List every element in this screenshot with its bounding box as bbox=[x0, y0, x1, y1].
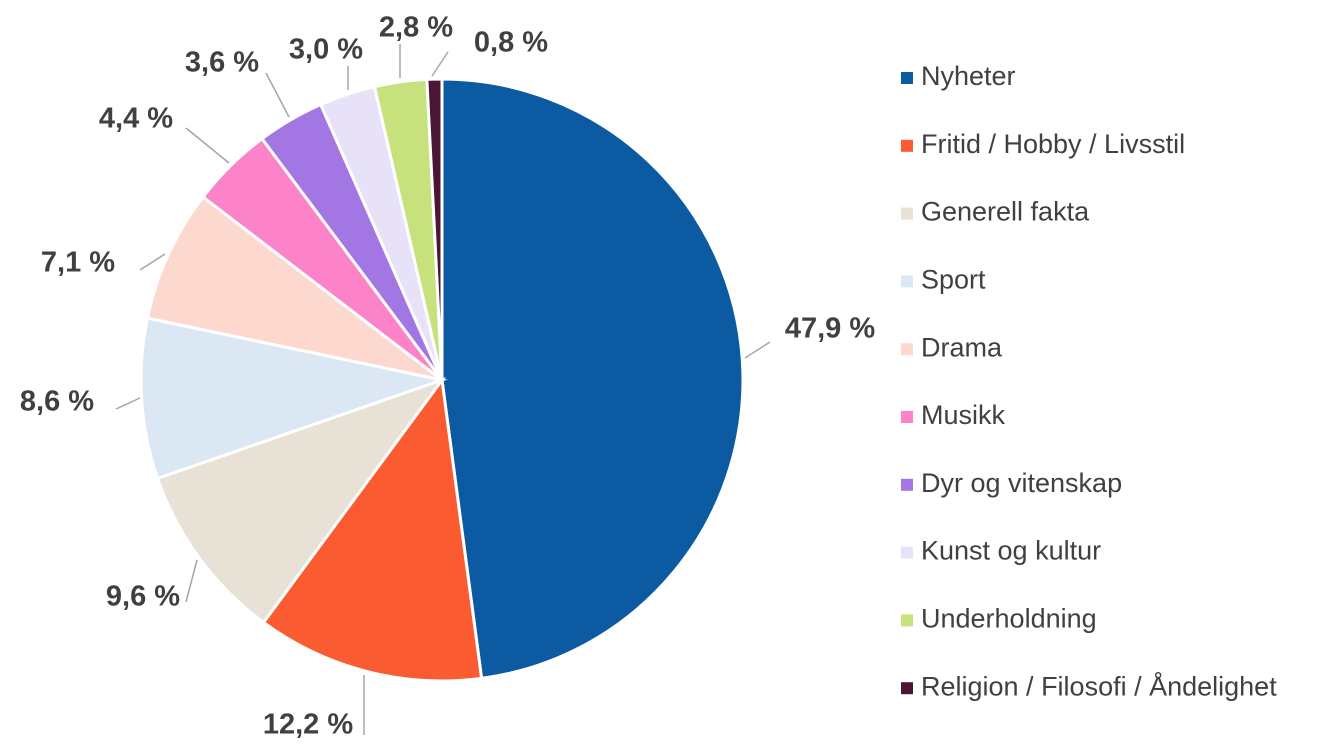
legend-label-3: Generell fakta bbox=[921, 197, 1090, 227]
data-label-6: 4,4 % bbox=[99, 103, 173, 135]
legend-swatch-4 bbox=[901, 275, 913, 288]
data-labels: 47,9 % 12,2 % 9,6 % 8,6 % 7,1 % 4,4 % 3,6 % 3,0… bbox=[20, 12, 875, 741]
data-label-4: 8,6 % bbox=[20, 386, 94, 418]
legend-swatch-7 bbox=[901, 478, 913, 491]
legend-label-8: Kunst og kultur bbox=[921, 536, 1101, 566]
legend-label-2: Fritid / Hobby / Livsstil bbox=[921, 129, 1185, 159]
legend-swatch-10 bbox=[901, 682, 913, 695]
data-label-3: 9,6 % bbox=[106, 581, 180, 613]
pie-slices bbox=[139, 77, 745, 683]
legend: Nyheter Fritid / Hobby / Livsstil Generell… bbox=[901, 61, 1277, 701]
leader-line-3 bbox=[185, 559, 198, 603]
pie-slice-1 bbox=[440, 77, 745, 681]
legend-swatch-2 bbox=[901, 139, 913, 152]
data-label-2: 12,2 % bbox=[263, 709, 353, 741]
legend-label-9: Underholdning bbox=[921, 604, 1097, 634]
legend-swatch-6 bbox=[901, 411, 913, 423]
legend-swatch-9 bbox=[901, 614, 913, 627]
legend-label-1: Nyheter bbox=[921, 61, 1016, 91]
data-label-7: 3,6 % bbox=[185, 47, 259, 79]
data-label-5: 7,1 % bbox=[41, 247, 115, 279]
leader-line-4 bbox=[115, 397, 141, 410]
pie-slice-2 bbox=[261, 376, 484, 683]
leader-line-6 bbox=[185, 127, 230, 164]
legend-swatch-3 bbox=[901, 207, 913, 220]
pie-slice-4 bbox=[139, 316, 448, 481]
pie-slice-3 bbox=[155, 377, 447, 625]
data-label-9: 2,8 % bbox=[379, 12, 453, 44]
leader-line-7 bbox=[265, 72, 290, 118]
data-label-8: 3,0 % bbox=[289, 34, 363, 66]
data-label-1: 47,9 % bbox=[785, 313, 875, 345]
pie-slice-10 bbox=[425, 77, 444, 381]
legend-label-5: Drama bbox=[921, 332, 1003, 362]
legend-swatch-1 bbox=[901, 72, 913, 84]
legend-swatch-8 bbox=[901, 546, 913, 559]
leader-line-10 bbox=[431, 51, 449, 77]
legend-label-7: Dyr og vitenskap bbox=[921, 468, 1122, 498]
leader-line-1 bbox=[744, 341, 771, 359]
leader-lines bbox=[115, 44, 771, 735]
legend-label-4: Sport bbox=[921, 265, 986, 295]
pie-slice-5 bbox=[145, 194, 443, 382]
legend-label-10: Religion / Filosofi / Åndelighet bbox=[921, 670, 1277, 701]
leader-line-5 bbox=[139, 253, 166, 271]
legend-swatch-5 bbox=[901, 343, 913, 356]
legend-label-6: Musikk bbox=[921, 400, 1006, 430]
data-label-10: 0,8 % bbox=[474, 27, 548, 59]
